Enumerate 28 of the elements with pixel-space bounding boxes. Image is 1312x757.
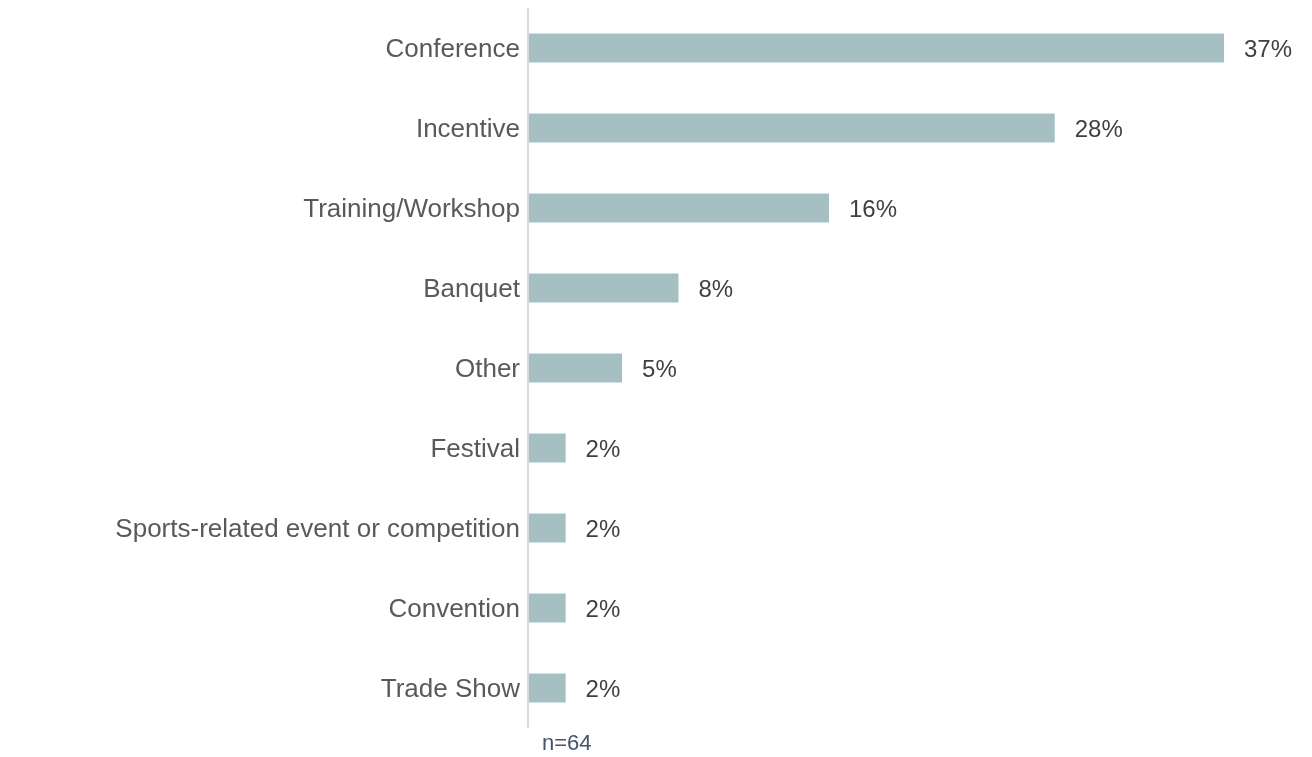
data-label: 2% bbox=[585, 674, 621, 702]
data-label: 5% bbox=[642, 354, 677, 382]
bar bbox=[528, 673, 566, 703]
bar bbox=[528, 593, 566, 623]
y-tick-label: Training/Workshop bbox=[303, 193, 520, 224]
data-label: 2% bbox=[585, 594, 621, 622]
y-tick-label: Trade Show bbox=[380, 673, 521, 704]
data-label: 2% bbox=[585, 514, 621, 542]
bar bbox=[528, 433, 566, 463]
y-tick-label: Festival bbox=[430, 433, 520, 464]
y-tick-label: Sports-related event or competition bbox=[115, 513, 520, 544]
bar bbox=[528, 513, 566, 543]
data-label: 28% bbox=[1074, 114, 1123, 142]
y-tick-label: Conference bbox=[385, 33, 520, 64]
y-tick-label: Convention bbox=[388, 593, 520, 624]
data-label: 8% bbox=[698, 274, 734, 302]
y-tick-label: Other bbox=[454, 353, 521, 384]
bar bbox=[528, 353, 623, 383]
y-tick-label: Banquet bbox=[423, 273, 521, 304]
bar bbox=[528, 33, 1224, 63]
data-label: 2% bbox=[585, 434, 621, 462]
bar bbox=[528, 273, 679, 303]
bar bbox=[528, 113, 1055, 143]
bar bbox=[528, 193, 829, 223]
data-label: 37% bbox=[1244, 34, 1293, 62]
text: n=64 bbox=[542, 730, 592, 756]
y-tick-label: Incentive bbox=[415, 113, 520, 144]
data-label: 16% bbox=[848, 194, 898, 222]
